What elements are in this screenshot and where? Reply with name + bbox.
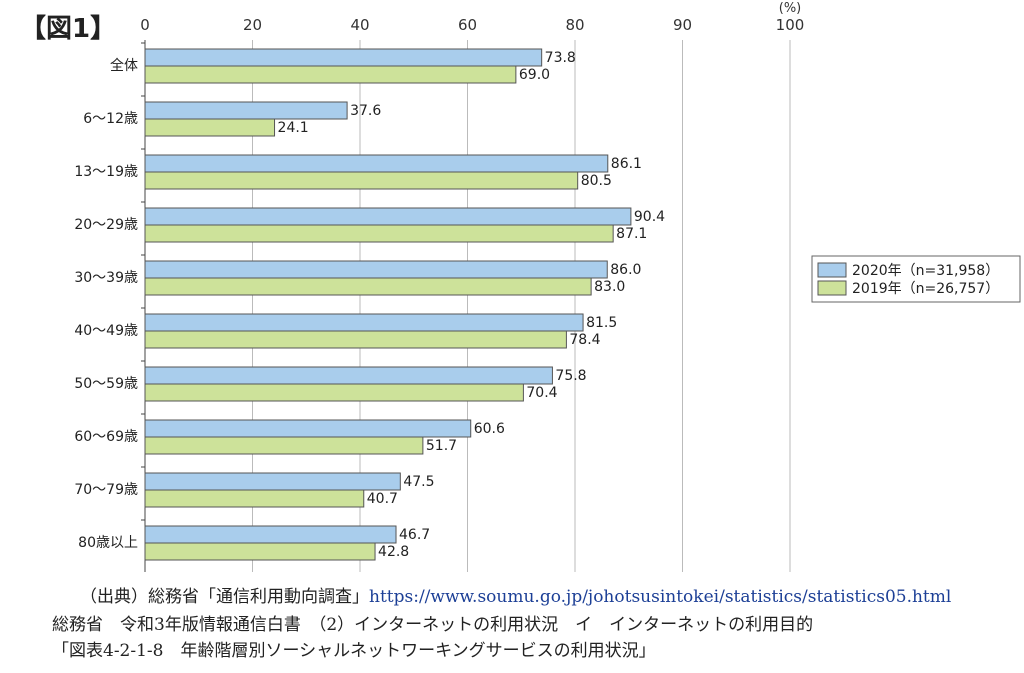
bar-2019: [144, 65, 517, 84]
x-tick-label: 40: [350, 16, 369, 34]
bar-2019: [144, 118, 276, 137]
x-tick-label: 20: [243, 16, 262, 34]
category-label: 60～69歳: [74, 429, 138, 445]
x-tick-label: 0: [140, 16, 150, 34]
figure-title: 「図表4-2-1-8 年齢階層別ソーシャルネットワーキングサービスの利用状況」: [52, 641, 656, 661]
data-label: 37.6: [350, 103, 381, 119]
bar-2020: [144, 525, 397, 544]
x-axis-unit: (%): [779, 1, 802, 16]
source-url[interactable]: https://www.soumu.go.jp/johotsusintokei/…: [369, 587, 952, 607]
source-note: （出典）総務省「通信利用動向調査」https://www.soumu.go.jp…: [80, 582, 951, 607]
figure-label: 【図1】: [20, 14, 117, 44]
data-label: 75.8: [555, 368, 586, 384]
data-label: 70.4: [526, 385, 557, 401]
x-tick-label: 60: [458, 16, 477, 34]
bar-2019: [144, 383, 524, 402]
data-label: 86.1: [611, 156, 642, 172]
bar-chart: 0 20 40 60 80 90 100 (%) 73.869.037.624.186.18…: [74, 1, 1021, 572]
legend-label-2020: 2020年（n=31,958）: [852, 263, 999, 279]
bar-2020: [144, 101, 348, 120]
legend-label-2019: 2019年（n=26,757）: [852, 281, 999, 297]
bar-2020: [144, 419, 472, 438]
citation-text: 総務省 令和3年版情報通信白書 （2）インターネットの利用状況 イ インターネッ…: [52, 615, 814, 635]
x-tick-label: 90: [673, 16, 692, 34]
data-label: 51.7: [426, 438, 457, 454]
category-label: 80歳以上: [78, 535, 138, 551]
category-label: 50～59歳: [74, 376, 138, 392]
category-label: 70～79歳: [74, 482, 138, 498]
category-label: 全体: [110, 57, 138, 74]
x-tick-label: 100: [776, 16, 805, 34]
legend-swatch-2020: [817, 262, 847, 278]
data-label: 69.0: [519, 67, 550, 83]
data-label: 73.8: [545, 50, 576, 66]
data-label: 24.1: [278, 120, 309, 136]
data-label: 80.5: [581, 173, 612, 189]
x-axis-ticks: 0 20 40 60 80 90 100: [140, 16, 804, 34]
category-label: 30～39歳: [74, 270, 138, 286]
legend-box: [811, 255, 1021, 303]
data-label: 83.0: [594, 279, 625, 295]
bar-2020: [144, 260, 608, 279]
data-label: 81.5: [586, 315, 617, 331]
category-label: 13～19歳: [74, 164, 138, 180]
bar-2019: [144, 436, 424, 455]
bar-2019: [144, 542, 376, 561]
category-label: 6～12歳: [83, 111, 138, 127]
bar-2019: [144, 489, 365, 508]
data-label: 86.0: [610, 262, 641, 278]
bar-2020: [144, 207, 632, 226]
bar-2020: [144, 48, 543, 67]
data-label: 42.8: [378, 544, 409, 560]
category-label: 40～49歳: [74, 323, 138, 339]
bars: 73.869.0 37.6 24.1 86.180.5 90.487.1 86.083.0…: [144, 48, 665, 561]
legend-swatch-2019: [817, 280, 847, 296]
data-label: 90.4: [634, 209, 665, 225]
source-prefix: （出典）総務省「通信利用動向調査」: [80, 587, 369, 607]
bar-2019: [144, 171, 579, 190]
data-label: 60.6: [474, 421, 505, 437]
bar-2019: [144, 277, 592, 296]
bar-2020: [144, 313, 584, 332]
bar-2019: [144, 330, 567, 349]
bar-2020: [144, 366, 553, 385]
bar-2020: [144, 154, 609, 173]
data-label: 78.4: [569, 332, 600, 348]
data-label: 47.5: [403, 474, 434, 490]
x-tick-label: 80: [565, 16, 584, 34]
data-label: 40.7: [367, 491, 398, 507]
legend: 2020年（n=31,958） 2019年（n=26,757）: [811, 255, 1021, 303]
category-label: 20～29歳: [74, 217, 138, 233]
bar-2019: [144, 224, 614, 243]
data-label: 46.7: [399, 527, 430, 543]
bar-2020: [144, 472, 401, 491]
data-label: 87.1: [616, 226, 647, 242]
y-axis-categories: 全体 6～12歳 13～19歳 20～29歳 30～39歳 40～49歳 50～59歳 60～…: [74, 57, 138, 551]
